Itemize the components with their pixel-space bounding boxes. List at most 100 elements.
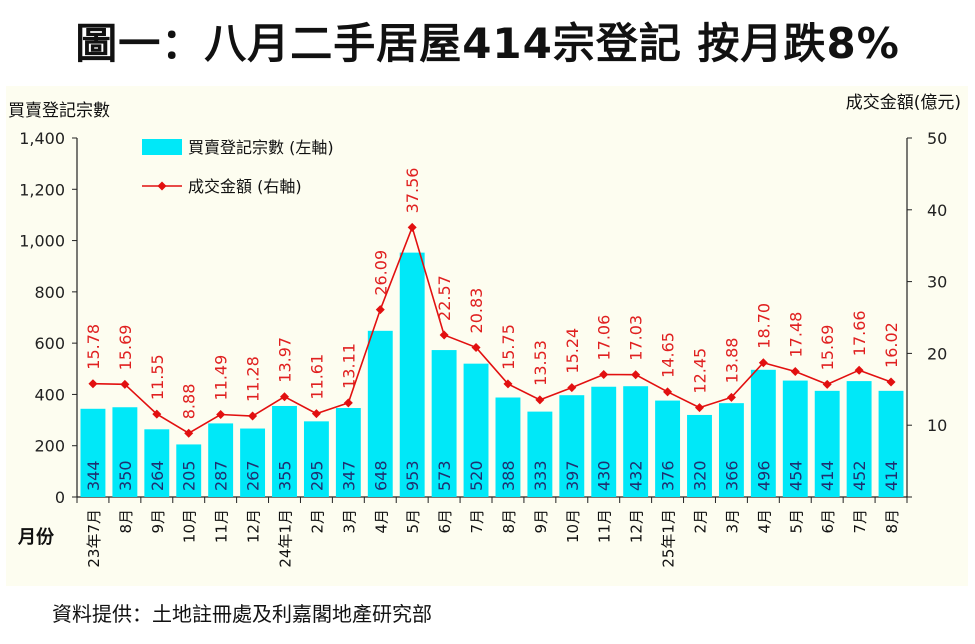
- right-tick-label: 10: [927, 416, 947, 435]
- x-category-label: 2月: [692, 509, 710, 534]
- line-point: [790, 366, 800, 376]
- line-value-label: 11.49: [212, 355, 231, 401]
- x-category-label: 24年1月: [277, 509, 295, 568]
- line-value-label: 26.09: [371, 250, 390, 296]
- bar-value-label: 333: [531, 460, 550, 491]
- bar: [591, 386, 617, 497]
- x-category-label: 12月: [245, 509, 263, 543]
- bar-value-label: 414: [818, 460, 837, 491]
- bar: [687, 414, 712, 497]
- x-category-label: 3月: [723, 509, 741, 534]
- chart-title: 圖一：八月二手居屋414宗登記 按月跌8%: [75, 19, 900, 68]
- bar: [303, 421, 329, 497]
- line-point: [695, 403, 704, 413]
- line-value-label: 17.06: [595, 315, 614, 361]
- right-axis-title: 成交金額(億元): [846, 93, 961, 113]
- bar-value-label: 953: [403, 460, 422, 491]
- line-point: [216, 410, 226, 420]
- line-point: [439, 330, 449, 340]
- line-point: [822, 379, 832, 389]
- x-category-label: 25年1月: [660, 509, 678, 568]
- line-point: [248, 411, 258, 421]
- bar-value-label: 496: [754, 460, 773, 491]
- x-category-label: 5月: [404, 509, 422, 534]
- bar: [878, 390, 904, 497]
- bar: [367, 330, 393, 497]
- right-tick-label: 40: [927, 201, 947, 220]
- left-tick-label: 0: [55, 488, 65, 507]
- bar: [240, 428, 266, 497]
- bar-value-label: 648: [371, 460, 390, 491]
- line-value-label: 18.70: [754, 303, 773, 349]
- bar-value-label: 267: [244, 460, 263, 491]
- left-tick-label: 200: [34, 437, 65, 456]
- line-value-label: 15.75: [499, 324, 518, 370]
- x-category-label: 9月: [149, 509, 167, 534]
- line-value-label: 13.11: [339, 343, 358, 389]
- line-value-label: 8.88: [180, 384, 199, 420]
- x-category-label: 4月: [755, 509, 773, 534]
- x-category-label: 4月: [372, 509, 390, 534]
- legend-bar-swatch: [142, 139, 182, 155]
- bar-value-label: 295: [307, 460, 326, 491]
- bar: [335, 408, 361, 497]
- chart-plot: 買賣登記宗數 成交金額(億元) 月份0 200 400 600 800 1,000 1,200 1…: [8, 93, 961, 568]
- line-point: [663, 387, 673, 397]
- line-value-label: 16.02: [882, 322, 901, 368]
- bar-value-label: 520: [467, 460, 486, 491]
- bar-value-label: 430: [595, 460, 614, 491]
- line-point: [407, 222, 417, 232]
- right-tick-label: 30: [927, 273, 947, 292]
- bar-value-label: 344: [84, 460, 103, 491]
- left-tick-label: 1,000: [19, 232, 65, 251]
- line-point: [375, 305, 385, 315]
- x-category-label: 7月: [851, 509, 869, 534]
- x-category-label: 3月: [340, 509, 358, 534]
- bar: [463, 363, 489, 497]
- line-point: [311, 409, 321, 419]
- bar-value-label: 366: [722, 460, 741, 491]
- line-value-label: 17.48: [786, 312, 805, 358]
- x-category-label: 23年7月: [85, 509, 103, 568]
- bar-value-label: 205: [180, 460, 199, 491]
- x-category-label: 5月: [787, 509, 805, 534]
- bar-value-label: 432: [627, 460, 646, 491]
- left-tick-label: 600: [34, 334, 65, 353]
- line-value-label: 11.28: [244, 356, 263, 402]
- x-category-label: 2月: [308, 509, 326, 534]
- x-category-label: 6月: [819, 509, 837, 534]
- left-tick-label: 1,200: [19, 180, 65, 199]
- line-point: [88, 379, 98, 389]
- line-value-label: 11.61: [307, 354, 326, 400]
- line-value-label: 15.69: [116, 325, 135, 371]
- x-category-label: 7月: [468, 509, 486, 534]
- source-note: 資料提供：土地註冊處及利嘉閣地產研究部: [52, 602, 432, 626]
- left-tick-label: 800: [34, 283, 65, 302]
- line-value-label: 37.56: [403, 168, 422, 214]
- line-value-label: 15.69: [818, 325, 837, 371]
- line-point: [120, 379, 130, 389]
- bar-value-label: 347: [339, 460, 358, 491]
- legend-bar-label: 買賣登記宗數 (左軸): [188, 138, 334, 157]
- bar: [527, 411, 553, 497]
- value-line: [92, 224, 892, 435]
- x-category-label: 9月: [532, 509, 550, 534]
- line-value-label: 22.57: [435, 275, 454, 321]
- bar-value-label: 320: [691, 460, 710, 491]
- line-value-label: 17.66: [850, 310, 869, 356]
- bar: [431, 350, 457, 497]
- bar-value-label: 376: [659, 460, 678, 491]
- bar-value-label: 454: [786, 460, 805, 491]
- right-tick-label: 20: [927, 344, 947, 363]
- bar: [782, 380, 808, 497]
- line-value-label: 20.83: [467, 288, 486, 334]
- bar: [272, 405, 297, 497]
- x-category-label: 8月: [883, 509, 901, 534]
- line-point: [726, 392, 736, 402]
- line-value-label: 17.03: [627, 315, 646, 361]
- line-point: [280, 392, 289, 402]
- bar: [655, 400, 681, 497]
- bar: [559, 395, 585, 497]
- bar: [750, 369, 776, 497]
